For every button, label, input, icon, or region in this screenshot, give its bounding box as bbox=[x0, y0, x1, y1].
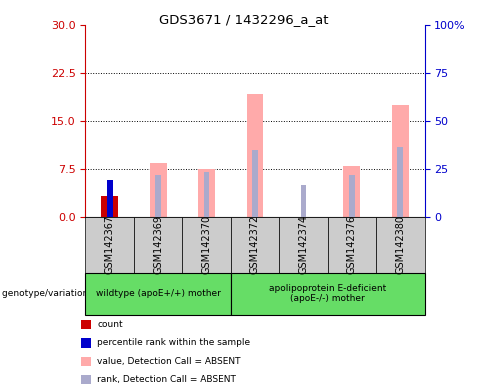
Bar bbox=[349, 175, 355, 217]
Text: GSM142380: GSM142380 bbox=[395, 215, 406, 274]
Text: percentile rank within the sample: percentile rank within the sample bbox=[97, 338, 250, 348]
Bar bbox=[344, 166, 360, 217]
Text: value, Detection Call = ABSENT: value, Detection Call = ABSENT bbox=[97, 357, 241, 366]
Text: GDS3671 / 1432296_a_at: GDS3671 / 1432296_a_at bbox=[159, 13, 329, 26]
Bar bbox=[397, 147, 403, 217]
Text: rank, Detection Call = ABSENT: rank, Detection Call = ABSENT bbox=[97, 375, 236, 384]
Text: GSM142374: GSM142374 bbox=[299, 215, 308, 274]
Text: GSM142367: GSM142367 bbox=[104, 215, 115, 274]
Bar bbox=[155, 175, 161, 217]
Bar bbox=[392, 105, 409, 217]
Text: genotype/variation ▶: genotype/variation ▶ bbox=[2, 289, 99, 298]
Text: apolipoprotein E-deficient
(apoE-/-) mother: apolipoprotein E-deficient (apoE-/-) mot… bbox=[269, 284, 386, 303]
Text: GSM142376: GSM142376 bbox=[347, 215, 357, 274]
Bar bbox=[198, 169, 215, 217]
Bar bbox=[101, 197, 118, 217]
Text: count: count bbox=[97, 320, 123, 329]
Text: GSM142369: GSM142369 bbox=[153, 215, 163, 274]
Bar bbox=[107, 180, 113, 217]
Bar bbox=[252, 150, 258, 217]
Bar bbox=[203, 172, 209, 217]
Text: wildtype (apoE+/+) mother: wildtype (apoE+/+) mother bbox=[96, 289, 221, 298]
Text: GSM142370: GSM142370 bbox=[202, 215, 211, 274]
Bar bbox=[150, 162, 166, 217]
Bar bbox=[246, 94, 264, 217]
Text: GSM142372: GSM142372 bbox=[250, 215, 260, 275]
Bar bbox=[301, 185, 306, 217]
